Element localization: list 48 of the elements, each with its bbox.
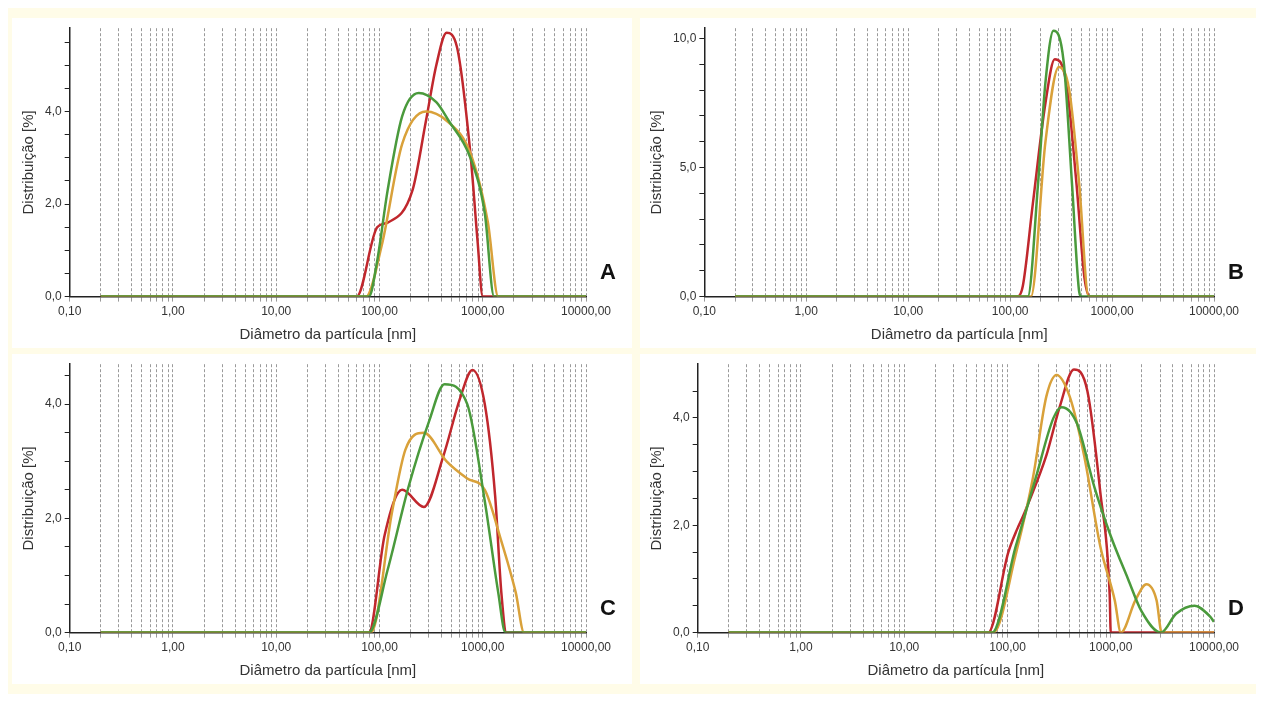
x-tick-label: 0,10 — [58, 640, 82, 655]
x-tick-label: 100,00 — [361, 640, 399, 655]
x-tick-label: 10000,00 — [1188, 640, 1240, 655]
x-tick-label: 1,00 — [161, 640, 185, 655]
x-tick-label: 1,00 — [161, 304, 185, 319]
y-tick-label: 0,0 — [44, 288, 62, 303]
x-tick-label: 10000,00 — [1188, 304, 1240, 319]
x-tick-label: 1000,00 — [1090, 304, 1135, 319]
x-axis-title: Diâmetro da partícula [nm] — [870, 325, 1048, 343]
y-axis-title: Distribuição [%] — [647, 446, 665, 551]
text: B — [1228, 258, 1244, 284]
y-tick-label: 2,0 — [44, 510, 62, 525]
x-tick-label: 100,00 — [991, 304, 1029, 319]
y-tick-label: 5,0 — [679, 159, 697, 174]
y-tick-label: 10,0 — [673, 30, 697, 45]
y-tick-label: 0,0 — [672, 624, 690, 639]
x-tick-label: 0,10 — [692, 304, 717, 319]
x-axis-title: Diâmetro da partícula [nm] — [867, 661, 1045, 679]
y-tick-label: 2,0 — [44, 196, 62, 211]
x-tick-label: 1,00 — [789, 640, 813, 655]
x-tick-label: 10,00 — [889, 640, 920, 655]
x-tick-label: 1000,00 — [1089, 640, 1133, 655]
x-axis-title: Diâmetro da partícula [nm] — [239, 325, 417, 343]
y-axis-title: Distribuição [%] — [19, 446, 37, 551]
x-tick-label: 10,00 — [893, 304, 924, 319]
y-axis-title: Distribuição [%] — [19, 110, 37, 215]
y-tick-label: 4,0 — [44, 103, 62, 118]
text: D — [1228, 594, 1244, 620]
x-tick-label: 10000,00 — [560, 304, 612, 319]
x-tick-label: 10000,00 — [560, 640, 612, 655]
x-tick-label: 10,00 — [261, 640, 292, 655]
y-tick-label: 4,0 — [44, 396, 62, 411]
x-tick-label: 100,00 — [361, 304, 399, 319]
x-tick-label: 1000,00 — [461, 304, 505, 319]
x-tick-label: 0,10 — [58, 304, 82, 319]
x-axis-title: Diâmetro da partícula [nm] — [239, 661, 417, 679]
x-tick-label: 100,00 — [989, 640, 1027, 655]
x-tick-label: 0,10 — [686, 640, 710, 655]
x-tick-label: 1,00 — [794, 304, 819, 319]
text: C — [600, 594, 616, 620]
x-tick-label: 10,00 — [261, 304, 292, 319]
text: A — [600, 258, 616, 284]
y-axis-title: Distribuição [%] — [647, 110, 665, 215]
y-tick-label: 0,0 — [44, 624, 62, 639]
x-tick-label: 1000,00 — [461, 640, 505, 655]
y-tick-label: 2,0 — [672, 517, 690, 532]
y-tick-label: 0,0 — [679, 288, 697, 303]
y-tick-label: 4,0 — [672, 410, 690, 425]
